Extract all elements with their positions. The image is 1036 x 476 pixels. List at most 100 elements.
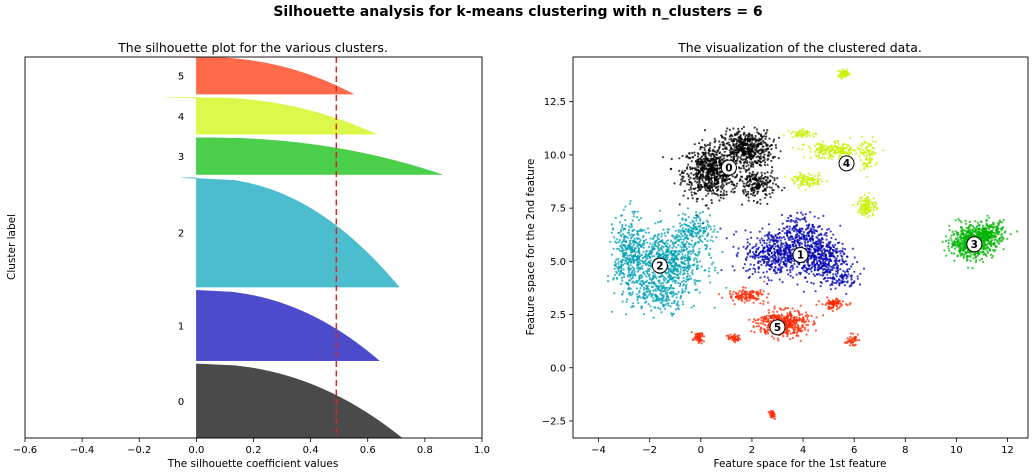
scatter-point (961, 228, 964, 231)
scatter-point (691, 246, 694, 249)
scatter-point (804, 220, 808, 223)
scatter-point (695, 200, 698, 203)
scatter-point (678, 284, 682, 288)
scatter-point (709, 247, 712, 250)
scatter-point (992, 242, 996, 245)
scatter-point (771, 166, 774, 169)
scatter-point (766, 129, 769, 132)
scatter-point (627, 271, 630, 274)
scatter-point (749, 263, 752, 266)
scatter-point (736, 147, 739, 151)
scatter-point (756, 171, 759, 174)
scatter-point (815, 262, 819, 265)
scatter-point (712, 153, 715, 156)
scatter-point (742, 192, 746, 195)
scatter-point (793, 221, 797, 224)
scatter-point (711, 167, 715, 171)
silhouette-xtick-label: 0.4 (303, 445, 319, 456)
scatter-point (976, 221, 980, 224)
scatter-point (651, 271, 654, 274)
scatter-point (772, 156, 775, 159)
scatter-point (654, 240, 657, 243)
scatter-point (844, 260, 847, 263)
scatter-point (636, 270, 640, 273)
scatter-point (631, 219, 634, 222)
scatter-point (691, 269, 694, 272)
scatter-point (834, 152, 837, 155)
scatter-point (613, 236, 616, 239)
scatter-point (819, 266, 823, 269)
scatter-point (701, 173, 705, 176)
scatter-point (666, 239, 669, 242)
scatter-point (682, 238, 685, 241)
scatter-point (827, 241, 830, 244)
scatter-point (719, 196, 722, 199)
scatter-point (733, 190, 736, 193)
scatter-point (805, 266, 808, 269)
scatter-point (693, 281, 696, 284)
scatter-point (776, 244, 779, 247)
scatter-point (622, 228, 625, 231)
scatter-point (814, 264, 817, 267)
scatter-point (804, 242, 807, 245)
scatter-point (696, 240, 700, 244)
scatter-point (959, 226, 963, 229)
scatter-point (632, 215, 635, 218)
scatter-point (615, 241, 618, 244)
scatter-point (960, 239, 964, 242)
scatter-point (701, 155, 704, 158)
scatter-point (766, 154, 769, 157)
scatter-point (712, 230, 715, 233)
scatter-point (758, 157, 761, 160)
scatter-point (777, 256, 780, 259)
scatter-point (848, 151, 851, 154)
scatter-point (748, 139, 751, 142)
scatter-point (630, 277, 633, 280)
scatter-point (782, 263, 786, 266)
scatter-point (748, 171, 751, 175)
scatter-point (831, 244, 834, 247)
scatter-point (715, 158, 718, 161)
scatter-point (694, 283, 697, 286)
scatter-point (722, 175, 725, 178)
scatter-point (662, 284, 665, 287)
scatter-point (642, 291, 646, 294)
scatter-point (824, 277, 827, 280)
scatter-point (823, 262, 826, 265)
scatter-point (651, 249, 654, 252)
scatter-point (755, 156, 758, 159)
scatter-point (664, 245, 668, 248)
scatter-point (783, 252, 786, 255)
scatter-point (680, 260, 683, 263)
scatter-point (682, 279, 686, 282)
scatter-point (733, 137, 736, 140)
scatter-point (695, 217, 698, 220)
scatter-point (763, 161, 767, 164)
scatter-point (610, 223, 614, 226)
scatter-point (944, 235, 948, 238)
scatter-point (753, 176, 757, 180)
scatter-point (746, 184, 749, 187)
scatter-point (782, 249, 785, 252)
scatter-point (701, 234, 704, 237)
scatter-point (841, 247, 844, 250)
scatter-point (763, 258, 766, 261)
scatter-point (758, 132, 761, 135)
scatter-point (776, 185, 780, 188)
scatter-point (683, 169, 687, 172)
scatter-point (712, 150, 715, 153)
scatter-point (725, 147, 728, 150)
scatter-point (825, 270, 828, 273)
scatter-point (787, 238, 791, 241)
scatter-point (1009, 233, 1012, 236)
scatter-point (721, 250, 724, 254)
scatter-point (631, 271, 634, 274)
scatter-point (623, 237, 626, 240)
scatter-point (697, 171, 700, 174)
scatter-point (688, 183, 691, 186)
scatter-point (676, 268, 679, 271)
scatter-point (628, 246, 631, 249)
scatter-point (820, 240, 823, 244)
scatter-point (980, 220, 983, 223)
scatter-point (754, 251, 758, 254)
